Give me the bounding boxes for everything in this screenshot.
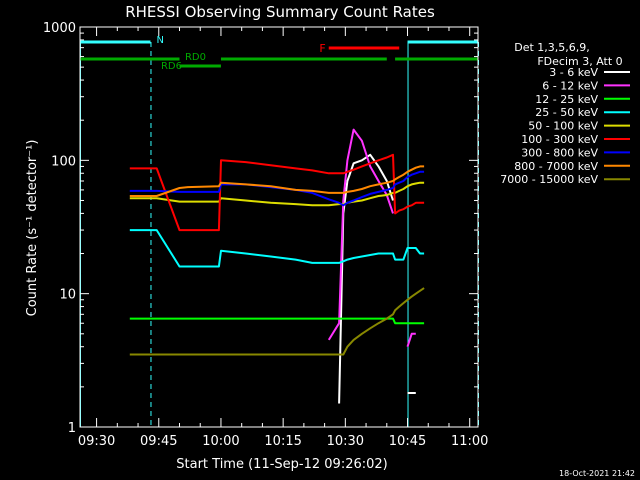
- legend-label-4: 25 - 50 keV: [535, 106, 598, 119]
- series-line-9: [129, 287, 425, 356]
- plot-area: [129, 128, 425, 404]
- night-flag-label: N: [156, 35, 163, 46]
- y-tick-label: 1: [68, 421, 76, 436]
- x-tick-label: 09:45: [140, 434, 177, 449]
- legend-label-3: 12 - 25 keV: [535, 93, 598, 106]
- series-line-7: [129, 170, 425, 207]
- y-tick-label: 1000: [43, 21, 76, 36]
- legend-label-8: 800 - 7000 keV: [514, 160, 598, 173]
- legend-label-1: 3 - 6 keV: [549, 66, 598, 79]
- x-tick-label: 10:15: [264, 434, 301, 449]
- series-line-8: [129, 165, 425, 197]
- y-tick-label: 100: [51, 154, 76, 169]
- flare-flag-label: F: [319, 42, 325, 55]
- axes: 1 10 100 1000 09:30 09:45 10:00 10:15 10:30 10:45…: [43, 21, 489, 449]
- legend-label-2: 6 - 12 keV: [542, 79, 598, 92]
- x-tick-label: 11:00: [451, 434, 488, 449]
- series-line-1: [338, 153, 416, 404]
- legend-label-7: 300 - 800 keV: [521, 146, 598, 159]
- x-tick-label: 10:30: [327, 434, 364, 449]
- x-tick-label: 10:45: [389, 434, 426, 449]
- y-axis-label: Count Rate (s⁻¹ detector⁻¹): [25, 140, 40, 317]
- chart-title: RHESSI Observing Summary Count Rates: [125, 3, 435, 21]
- series-line-3: [129, 317, 425, 325]
- y-tick-label: 10: [59, 288, 76, 303]
- generation-timestamp: 18-Oct-2021 21:42: [559, 469, 635, 478]
- legend-label-6: 100 - 300 keV: [521, 133, 598, 146]
- legend-label-9: 7000 - 15000 keV: [500, 173, 598, 186]
- rd6-flag-label: RD6: [161, 61, 182, 72]
- legend-label-5: 50 - 100 keV: [528, 120, 598, 133]
- legend-header-line-1: Det 1,3,5,6,9,: [514, 41, 590, 54]
- legend-header-line-2: FDecim 3, Att 0: [537, 55, 622, 68]
- rd0-flag-label: RD0: [185, 52, 206, 63]
- series-line-4: [129, 229, 425, 268]
- x-tick-label: 09:30: [78, 434, 115, 449]
- plot-frame: [79, 26, 479, 428]
- x-tick-label: 10:00: [202, 434, 239, 449]
- series-line-6: [129, 153, 425, 232]
- x-axis-label: Start Time (11-Sep-12 09:26:02): [176, 457, 387, 472]
